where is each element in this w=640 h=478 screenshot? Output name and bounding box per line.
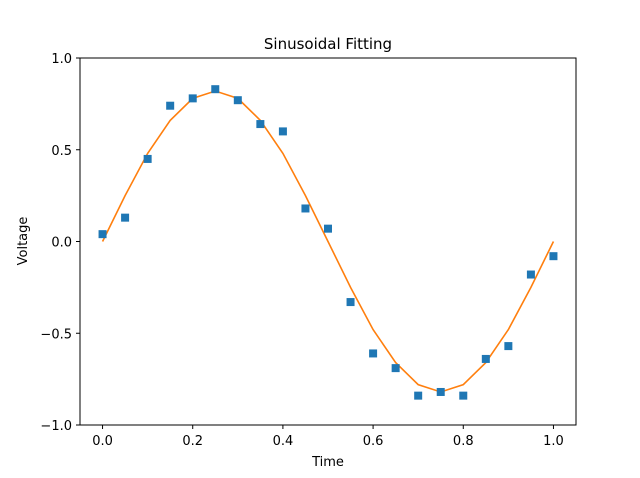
chart-title: Sinusoidal Fitting xyxy=(264,35,392,53)
data-point xyxy=(166,101,175,110)
data-point xyxy=(143,154,152,163)
data-point xyxy=(504,342,513,351)
y-axis: −1.0 −0.5 0.0 0.5 1.0 xyxy=(40,52,80,434)
y-tick-label: 0.5 xyxy=(51,144,72,159)
data-point xyxy=(369,349,378,358)
x-tick-label: 0.6 xyxy=(363,434,384,449)
data-point xyxy=(459,391,468,400)
data-point xyxy=(188,94,197,103)
data-point xyxy=(436,387,445,396)
data-point xyxy=(121,213,130,222)
data-point xyxy=(391,364,400,373)
data-point xyxy=(211,85,220,94)
data-point xyxy=(414,391,423,400)
data-point xyxy=(481,354,490,363)
data-point xyxy=(256,120,265,129)
x-axis: 0.0 0.2 0.4 0.6 0.8 1.0 xyxy=(92,425,564,449)
data-point xyxy=(549,252,558,261)
data-point xyxy=(301,204,310,213)
y-tick-label: 0.0 xyxy=(51,236,72,251)
x-tick-label: 0.0 xyxy=(92,434,113,449)
y-tick-label: −1.0 xyxy=(40,419,72,434)
x-tick-label: 0.8 xyxy=(453,434,474,449)
data-point xyxy=(324,224,332,233)
y-tick-label: −0.5 xyxy=(40,327,72,342)
y-tick-label: 1.0 xyxy=(51,52,72,67)
x-tick-label: 1.0 xyxy=(543,434,564,449)
data-point xyxy=(98,230,107,239)
fit-line xyxy=(101,90,555,393)
data-point xyxy=(278,127,287,136)
data-point xyxy=(526,270,535,279)
x-tick-label: 0.2 xyxy=(182,434,203,449)
x-tick-label: 0.4 xyxy=(273,434,294,449)
plot-area xyxy=(98,85,558,400)
data-point xyxy=(233,96,242,105)
x-axis-label: Time xyxy=(311,455,344,470)
data-point xyxy=(346,298,355,307)
y-axis-label: Voltage xyxy=(16,217,31,266)
